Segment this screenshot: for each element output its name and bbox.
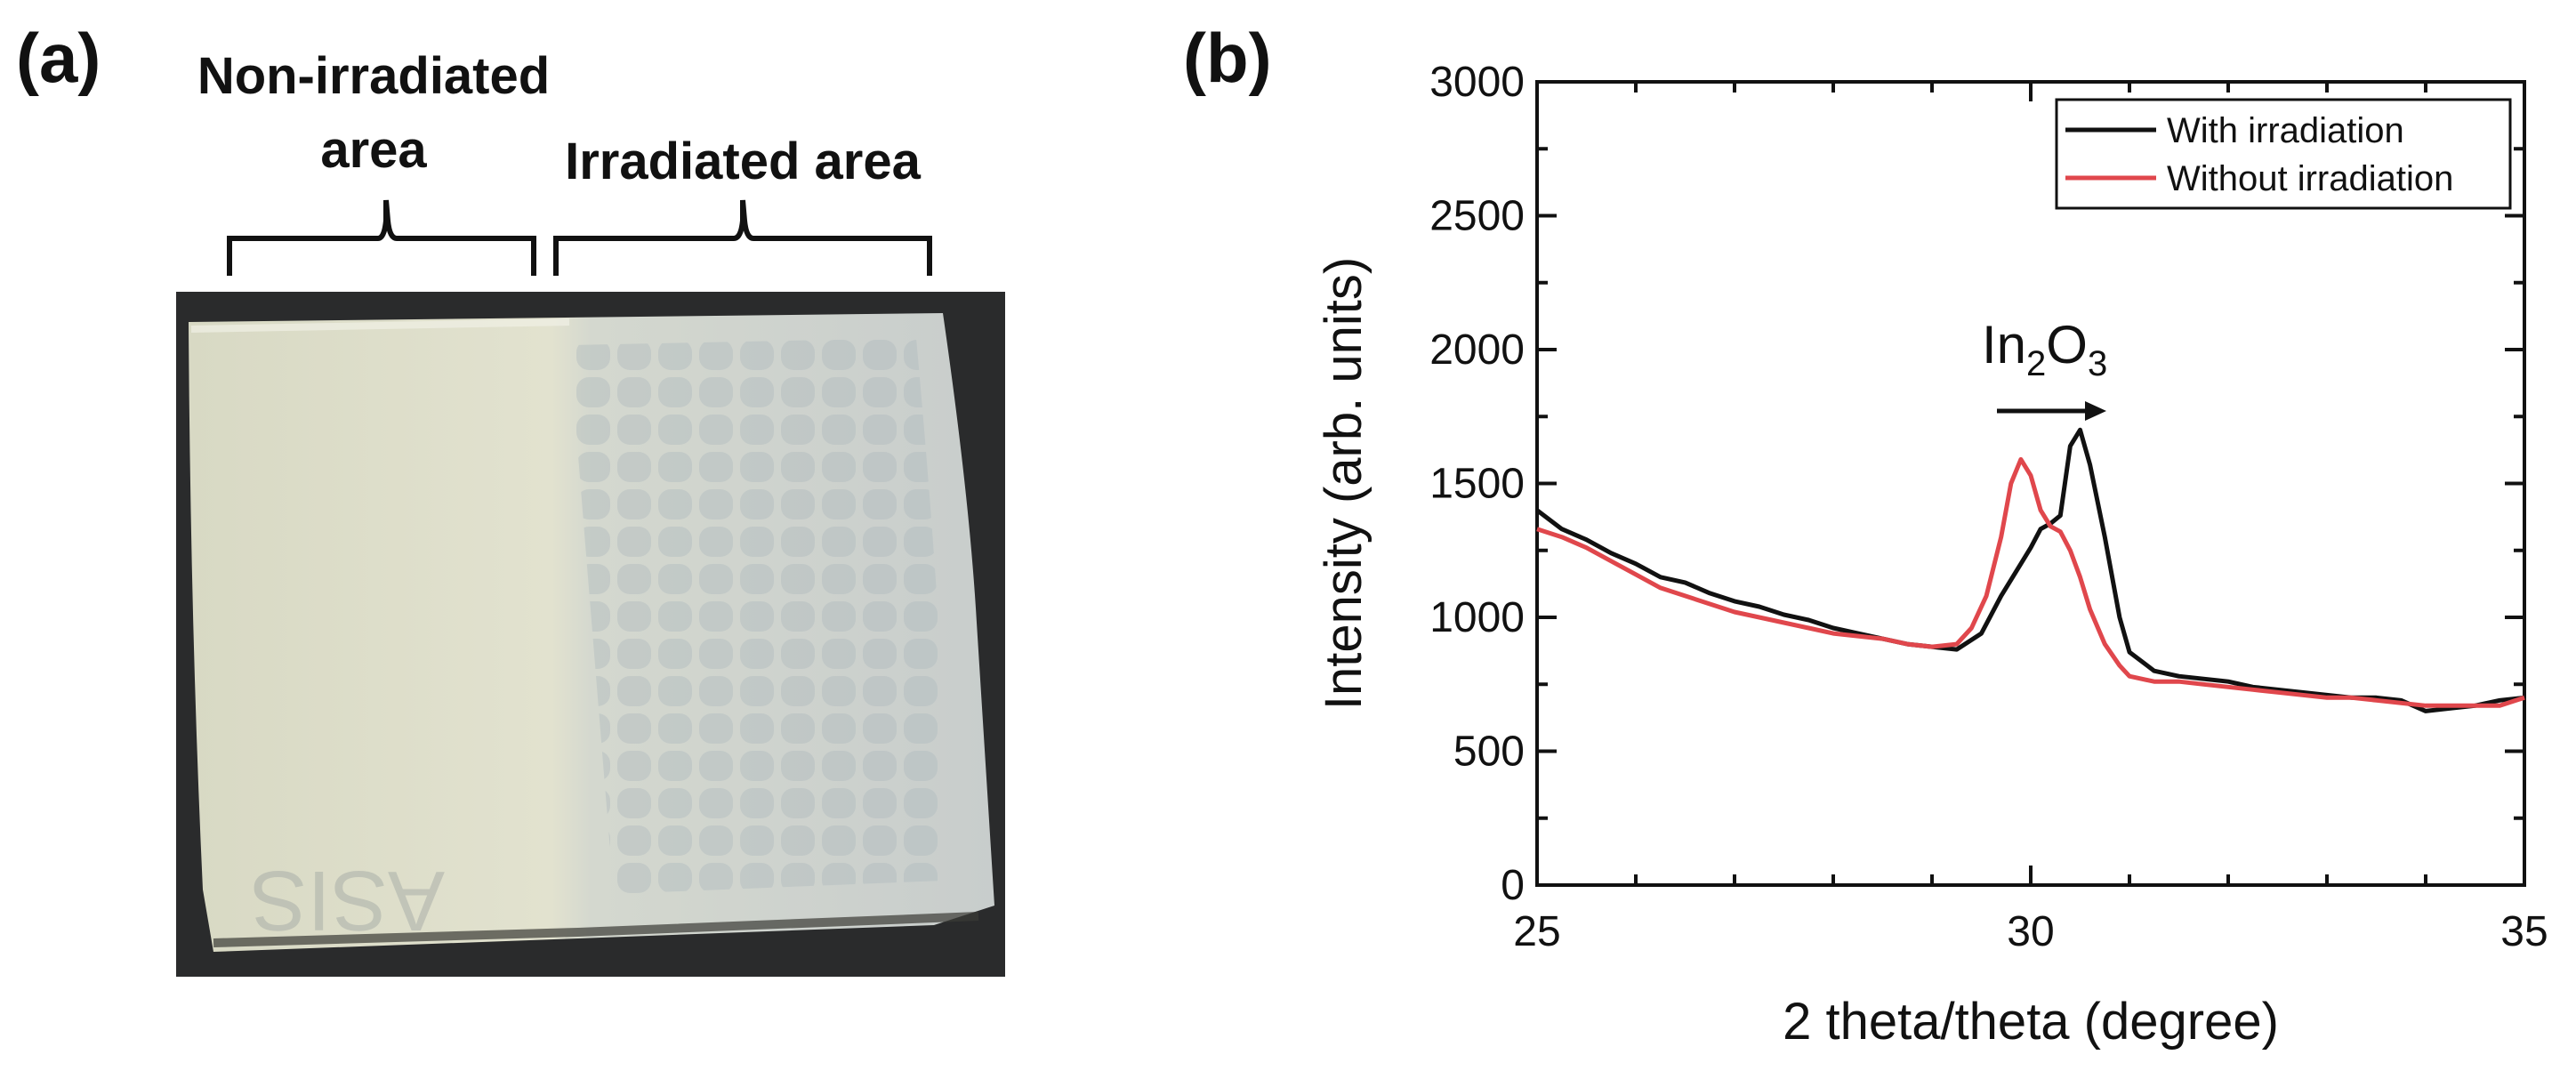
x-axis-label: 2 theta/theta (degree) (1783, 993, 2279, 1051)
y-tick-label: 500 (1453, 729, 1525, 776)
y-tick-label: 1000 (1429, 594, 1525, 641)
legend-label-without: Without irradiation (2167, 159, 2453, 198)
panel-b-label: (b) (1183, 19, 1272, 97)
x-tick-label: 25 (1513, 908, 1560, 955)
non-irradiated-brace (227, 199, 536, 276)
y-tick-label: 2000 (1429, 326, 1525, 374)
irradiated-region (569, 338, 943, 894)
y-tick-label: 3000 (1429, 59, 1525, 106)
y-tick-label: 1500 (1429, 461, 1525, 508)
series-line-1 (1536, 456, 2525, 708)
irradiated-brace (553, 199, 932, 276)
legend: With irradiation Without irradiation (2055, 98, 2512, 210)
y-tick-label: 2500 (1429, 193, 1525, 240)
shift-arrow (1997, 401, 2106, 421)
legend-label-with: With irradiation (2167, 111, 2404, 150)
x-tick-label: 30 (2007, 908, 2054, 955)
irradiated-caption: Irradiated area (565, 133, 921, 190)
y-axis-label: Intensity (arb. units) (1315, 257, 1373, 710)
y-tick-label: 0 (1501, 862, 1525, 909)
panel-a-label: (a) (16, 19, 101, 97)
non-irradiated-caption-line1: Non-irradiated (197, 47, 551, 105)
sample-marking: ASIS (250, 853, 445, 948)
sample-photo: ASIS (176, 199, 1005, 977)
in2o3-annotation: In2O3 (1982, 315, 2107, 383)
non-irradiated-caption-line2: area (320, 121, 427, 179)
x-tick-label: 35 (2500, 908, 2548, 955)
